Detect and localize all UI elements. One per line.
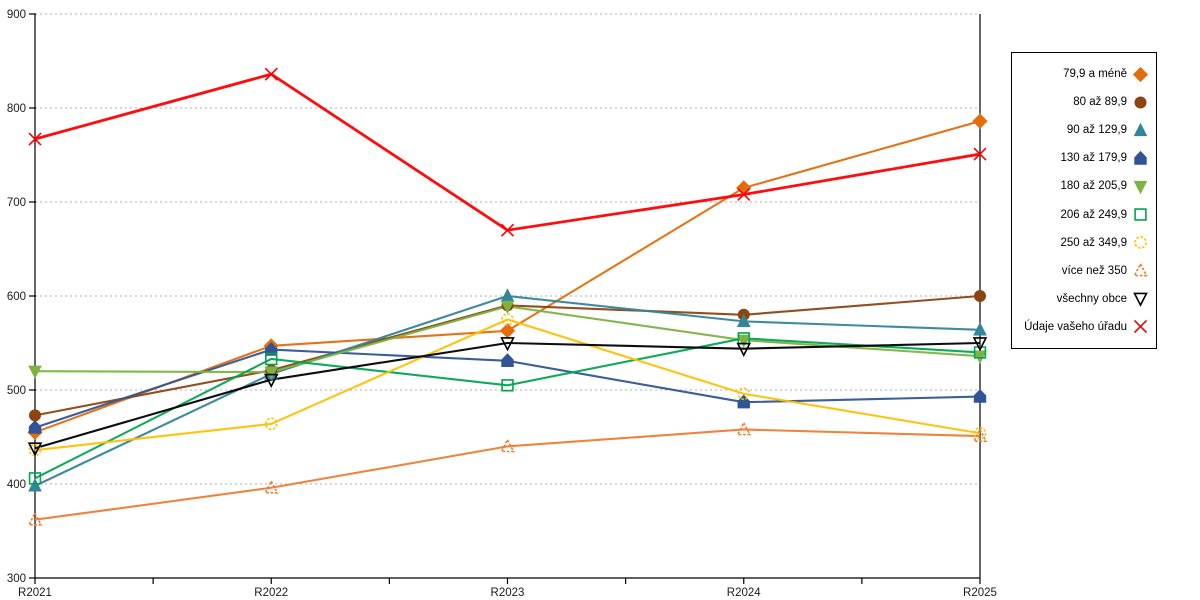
triangle-up-marker [973,322,987,336]
pentagon-marker [28,419,42,434]
series-line-206-a-249-9 [34,337,981,480]
legend-item-7: více než 350 [1012,262,1156,279]
x-tick-label: R2025 [963,587,997,599]
x-tick-label: R2024 [727,587,761,599]
x-marker [264,67,278,81]
y-tick-label: 600 [7,291,26,303]
legend-item-4: 180 až 205,9 [1012,178,1156,195]
square-legend-icon [1134,208,1147,221]
triangle-down-marker [972,337,988,352]
x-tick-label: R2023 [491,587,525,599]
legend-item-1: 80 až 89,9 [1012,94,1156,111]
x-marker [28,132,42,146]
y-tick-label: 900 [7,9,26,21]
legend-label: 180 až 205,9 [1060,180,1127,193]
y-tick-label: 700 [7,197,26,209]
square-marker [501,379,514,392]
x-legend-icon [1133,320,1148,334]
series-line-v-echny-obce [34,341,981,450]
series-line-v-ce-ne-350 [34,428,981,521]
legend-label: 250 až 349,9 [1060,236,1127,249]
circle-marker [28,443,42,457]
triangle-down-marker [736,342,752,357]
triangle-up-marker [736,421,752,436]
y-tick-label: 400 [7,479,26,491]
legend-label: 80 až 89,9 [1073,96,1127,109]
legend-item-8: všechny obce [1012,290,1156,308]
triangle-down-legend-icon [1133,292,1148,308]
triangle-down-marker [263,373,279,389]
y-tick-label: 500 [7,385,26,397]
x-marker [973,147,987,161]
x-tick-label: R2022 [254,587,288,599]
pentagon-marker [973,388,987,403]
legend-label: 206 až 249,9 [1060,208,1127,221]
circle-marker [973,289,987,303]
triangle-down-marker [500,337,515,352]
diamond-marker [499,323,516,339]
circle-marker [501,313,514,326]
square-marker [28,472,42,485]
triangle-down-marker [264,366,279,380]
legend-label: 130 až 179,9 [1060,152,1127,165]
legend-item-5: 206 až 249,9 [1012,206,1156,223]
series-line-250-a-349-9 [34,318,981,452]
circle-marker [28,409,42,422]
triangle-up-marker [500,438,515,453]
series-line--daje-va-eho-adu [34,72,981,232]
pentagon-marker [501,353,514,368]
legend-label: všechny obce [1056,292,1127,305]
legend-item-0: 79,9 a méně [1012,66,1156,83]
triangle-up-legend-icon [1133,122,1148,136]
triangle-down-marker [27,442,43,457]
triangle-down-marker [500,300,515,315]
pentagon-legend-icon [1134,150,1147,165]
triangle-down-marker [28,365,42,379]
legend-label: 79,9 a méně [1063,68,1127,81]
triangle-up-marker [27,511,43,526]
legend-label: Údaje vašeho úřadu [1024,320,1127,333]
legend-item-2: 90 až 129,9 [1012,122,1156,139]
legend-item-9: Údaje vašeho úřadu [1012,318,1156,335]
x-marker [500,223,515,237]
triangle-up-legend-icon [1133,262,1148,277]
circle-marker [973,426,987,440]
triangle-down-marker [736,334,751,348]
legend-item-6: 250 až 349,9 [1012,234,1156,251]
legend-label: 90 až 129,9 [1066,124,1127,137]
triangle-up-marker [263,479,279,494]
diamond-marker [972,113,988,129]
circle-legend-icon [1134,96,1147,109]
triangle-down-legend-icon [1133,180,1148,195]
pentagon-marker [265,341,278,356]
x-marker [737,187,751,202]
square-marker [265,352,278,366]
triangle-up-marker [500,288,515,302]
diamond-legend-icon [1132,66,1149,82]
triangle-up-marker [28,478,42,492]
y-tick-label: 300 [7,573,26,585]
chart-legend: 79,9 a méně 80 až 89,9 90 až 129,9 130 až 1… [1011,52,1157,349]
triangle-up-marker [736,313,751,327]
legend-label: více než 350 [1061,264,1127,277]
legend-item-3: 130 až 179,9 [1012,150,1156,167]
y-tick-label: 800 [7,103,26,115]
circle-marker [264,417,278,431]
x-tick-label: R2021 [18,587,52,599]
circle-legend-icon [1134,236,1147,249]
triangle-up-marker [972,427,988,442]
